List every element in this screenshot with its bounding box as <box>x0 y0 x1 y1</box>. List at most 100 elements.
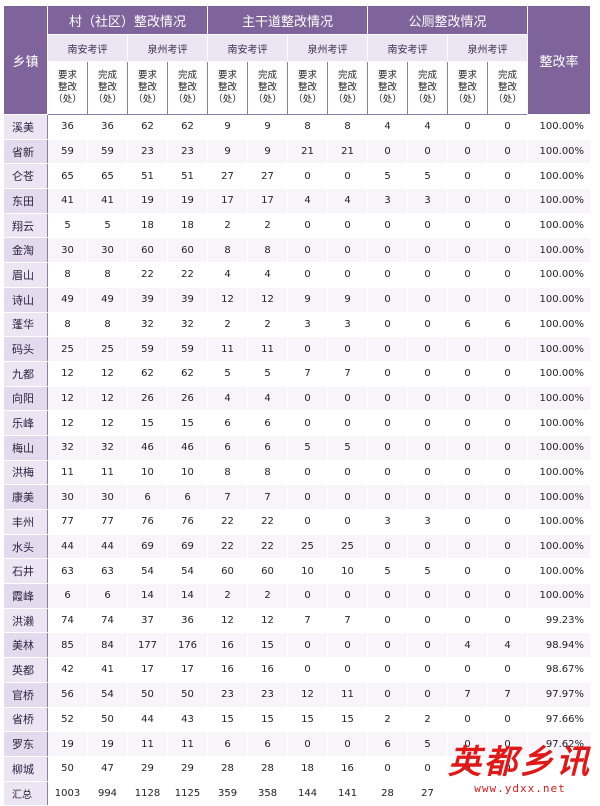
value-cell: 11 <box>247 336 289 362</box>
value-cell: 5 <box>367 163 409 190</box>
value-cell: 0 <box>327 163 369 190</box>
rate-cell: 99.23% <box>527 607 592 634</box>
header-word: 完成 <box>178 70 198 81</box>
town-cell: 罗东 <box>3 731 48 757</box>
header-word: （处） <box>133 94 162 105</box>
value-cell: 0 <box>407 262 449 288</box>
value-cell: 0 <box>487 410 529 436</box>
value-cell: 18 <box>287 755 329 782</box>
value-cell: 9 <box>207 138 249 165</box>
value-cell: 0 <box>367 138 409 165</box>
table-row: 霞峰 6 6 14 14 2 2 0 0 0 0 0 0 100.00% <box>3 583 592 609</box>
rate-cell: 100.00% <box>527 410 592 436</box>
column-subheader-row: 要求 整改 （处） 完成 整改 （处） 要求 整改 （处） 完成 整改 （处） 要求 整改 （处） 完成 整改（… <box>4 61 591 115</box>
header-word: （处） <box>93 94 122 105</box>
value-cell: 50 <box>127 681 168 708</box>
town-cell: 霞峰 <box>3 583 48 609</box>
value-cell: 15 <box>127 410 168 436</box>
header-word: （处） <box>453 94 482 105</box>
value-cell: 0 <box>407 607 449 634</box>
value-cell: 0 <box>367 262 409 288</box>
value-cell: 10 <box>127 459 168 486</box>
value-cell: 10 <box>166 459 209 486</box>
value-cell: 7 <box>247 484 289 510</box>
value-cell: 77 <box>47 509 88 535</box>
value-cell: 44 <box>127 706 168 733</box>
value-cell: 0 <box>327 385 369 412</box>
value-cell: 0 <box>327 212 369 239</box>
value-cell: 0 <box>447 163 489 190</box>
value-cell: 37 <box>127 607 168 634</box>
value-cell: 11 <box>327 681 369 708</box>
value-cell: 0 <box>287 410 329 436</box>
town-column-header: 乡镇 <box>3 5 48 115</box>
value-cell: 22 <box>207 533 249 560</box>
value-cell: 0 <box>327 336 369 362</box>
value-cell: 2 <box>407 706 449 733</box>
value-cell: 3 <box>327 311 369 338</box>
value-cell: 44 <box>87 533 128 560</box>
subgroup-header: 泉州考评 <box>287 34 369 62</box>
town-cell: 东田 <box>3 188 48 214</box>
value-cell: 1003 <box>47 780 88 806</box>
town-cell: 乐峰 <box>3 410 48 436</box>
value-cell: 0 <box>407 681 449 708</box>
header-word: 整改 <box>178 82 198 93</box>
value-cell: 0 <box>407 336 449 362</box>
rectification-table: 乡镇 村（社区）整改情况 主干道整改情况 公厕整改情况 整改率 南安考评 泉州考… <box>3 5 592 806</box>
value-cell: 0 <box>447 558 489 585</box>
value-cell: 0 <box>487 188 529 214</box>
value-cell: 43 <box>166 706 209 733</box>
value-cell: 30 <box>87 237 128 264</box>
value-cell: 25 <box>287 533 329 560</box>
header-word: （处） <box>173 94 202 105</box>
value-cell: 0 <box>327 262 369 288</box>
value-cell: 50 <box>87 706 128 733</box>
rate-cell: 100.00% <box>527 163 592 190</box>
value-cell: 11 <box>207 336 249 362</box>
rate-cell: 100.00% <box>527 484 592 510</box>
value-cell: 0 <box>367 360 409 387</box>
value-cell: 8 <box>247 459 289 486</box>
value-cell: 0 <box>407 632 449 659</box>
town-cell: 英都 <box>3 657 48 683</box>
value-cell: 15 <box>166 410 209 436</box>
value-cell: 6 <box>207 410 249 436</box>
town-cell: 省新 <box>3 138 48 165</box>
value-cell: 0 <box>367 533 409 560</box>
value-cell: 17 <box>127 657 168 683</box>
header-word: 整改 <box>137 82 157 93</box>
value-cell: 0 <box>407 410 449 436</box>
value-cell: 0 <box>487 385 529 412</box>
header-word: 要求 <box>57 70 77 81</box>
value-cell: 41 <box>87 657 128 683</box>
value-cell: 2 <box>207 583 249 609</box>
value-cell: 358 <box>247 780 289 806</box>
value-cell: 0 <box>447 262 489 288</box>
done-column-header: 完成 整改 （处） <box>247 61 289 115</box>
value-cell: 15 <box>287 706 329 733</box>
value-cell: 28 <box>207 755 249 782</box>
value-cell: 6 <box>127 484 168 510</box>
value-cell: 19 <box>127 188 168 214</box>
value-cell: 30 <box>87 484 128 510</box>
value-cell: 22 <box>166 262 209 288</box>
value-cell: 39 <box>166 286 209 313</box>
town-cell: 诗山 <box>3 286 48 313</box>
value-cell: 51 <box>166 163 209 190</box>
value-cell: 0 <box>447 706 489 733</box>
value-cell: 0 <box>367 583 409 609</box>
table-row: 康美 30 30 6 6 7 7 0 0 0 0 0 0 100.00% <box>3 484 592 510</box>
rate-cell: 97.66% <box>527 706 592 733</box>
value-cell: 74 <box>87 607 128 634</box>
value-cell: 15 <box>207 706 249 733</box>
value-cell: 8 <box>207 459 249 486</box>
rate-cell: 98.67% <box>527 657 592 683</box>
value-cell: 22 <box>207 509 249 535</box>
value-cell: 49 <box>47 286 88 313</box>
value-cell: 18 <box>127 212 168 239</box>
value-cell: 51 <box>127 163 168 190</box>
table-row: 蓬华 8 8 32 32 2 2 3 3 0 0 6 6 100.00% <box>3 311 592 338</box>
value-cell: 5 <box>87 212 128 239</box>
